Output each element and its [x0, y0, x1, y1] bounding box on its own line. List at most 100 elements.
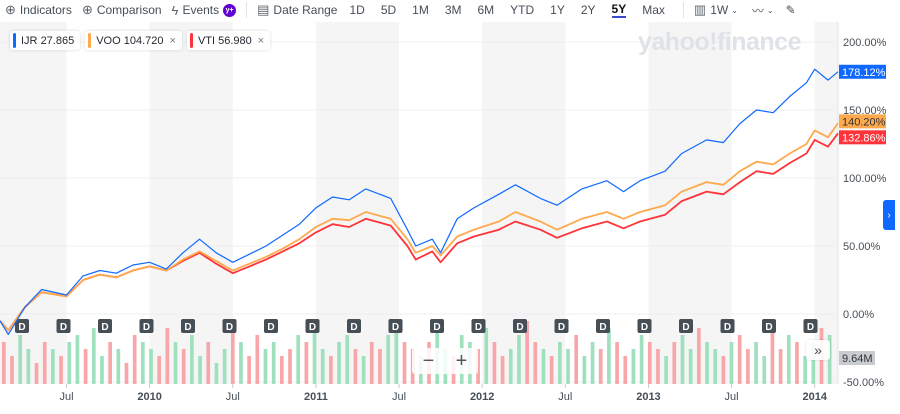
close-icon[interactable]: × — [257, 34, 265, 47]
dividend-marker[interactable]: D — [222, 319, 237, 333]
dividend-marker[interactable]: D — [679, 319, 693, 333]
svg-text:D: D — [18, 322, 25, 333]
comparison-button[interactable]: ⊕ Comparison — [81, 2, 162, 17]
draw-tool-button[interactable]: ✎ — [786, 3, 796, 17]
volume-bar — [770, 328, 775, 384]
volume-bar — [607, 328, 611, 384]
volume-bar — [190, 335, 194, 384]
range-1d[interactable]: 1D — [349, 3, 365, 17]
chart-type-dropdown[interactable]: 〰 ⌄ — [752, 2, 774, 19]
range-5d[interactable]: 5D — [380, 3, 397, 17]
range-6m[interactable]: 6M — [477, 3, 495, 17]
volume-bar — [827, 335, 832, 384]
volume-bar — [149, 349, 153, 384]
volume-bar — [181, 349, 186, 384]
svg-text:D: D — [724, 322, 731, 333]
volume-bar — [492, 342, 497, 384]
legend-chip-vti[interactable]: VTI 56.980 × — [186, 31, 271, 50]
range-max[interactable]: Max — [642, 3, 665, 17]
volume-bar — [795, 342, 799, 384]
indicators-button[interactable]: ⊕ Indicators — [5, 2, 72, 17]
scroll-to-latest-button[interactable]: » — [806, 340, 830, 360]
volume-bar — [647, 342, 652, 384]
volume-bar — [337, 342, 341, 384]
expand-panel-button[interactable]: › — [883, 200, 895, 230]
y-tick-label: -50.00% — [843, 377, 884, 389]
chevron-down-icon: ⌄ — [766, 5, 774, 15]
x-tick-label: 2010 — [137, 391, 161, 403]
volume-bar — [688, 349, 693, 384]
dividend-marker[interactable]: D — [56, 319, 71, 333]
legend-chip-voo[interactable]: VOO 104.720 × — [85, 31, 182, 50]
volume-bar — [353, 349, 358, 384]
date-range-button[interactable]: ▤ Date Range — [257, 2, 338, 17]
range-2y[interactable]: 2Y — [580, 3, 596, 17]
volume-bar — [296, 335, 301, 384]
events-badge: y+ — [223, 3, 237, 17]
volume-bar — [533, 342, 538, 384]
dividend-marker[interactable]: D — [98, 319, 112, 333]
volume-bar — [631, 349, 636, 384]
close-icon[interactable]: × — [169, 34, 176, 47]
dividend-marker[interactable]: D — [305, 319, 320, 333]
x-tick-label: Jul — [59, 391, 73, 403]
volume-bar — [214, 363, 219, 384]
x-tick-label: Jul — [226, 391, 240, 403]
volume-bar — [615, 342, 619, 384]
volume-bar — [329, 356, 333, 384]
dividend-marker[interactable]: D — [637, 319, 652, 333]
dividend-marker[interactable]: D — [15, 319, 29, 333]
y-tick-label: 100.00% — [843, 173, 887, 185]
volume-bar — [239, 342, 243, 384]
comparison-legend: IJR 27.865 VOO 104.720 × VTI 56.980 × — [10, 31, 271, 50]
calendar-icon: ▤ — [257, 2, 270, 17]
volume-bar — [320, 349, 325, 384]
volume-bar — [680, 335, 685, 384]
divider — [682, 2, 684, 18]
svg-text:D: D — [765, 322, 772, 333]
dividend-marker[interactable]: D — [430, 319, 444, 333]
volume-bar — [18, 335, 23, 384]
events-button[interactable]: ϟ Events y+ — [172, 3, 237, 18]
dividend-marker[interactable]: D — [720, 319, 735, 333]
volume-bar — [394, 321, 399, 384]
dividend-marker[interactable]: D — [596, 319, 610, 333]
volume-bar — [361, 356, 366, 384]
volume-bar — [517, 335, 521, 384]
dividend-marker[interactable]: D — [139, 319, 154, 333]
dividend-marker[interactable]: D — [264, 319, 278, 333]
lightning-icon: ϟ — [171, 2, 179, 18]
legend-price: 104.720 — [123, 34, 164, 47]
volume-bar — [222, 349, 227, 384]
range-1y[interactable]: 1Y — [550, 3, 565, 17]
dividend-marker[interactable]: D — [471, 319, 486, 333]
period-band — [0, 22, 67, 384]
x-tick-label: 2014 — [802, 391, 827, 403]
volume-bar — [705, 342, 709, 384]
range-3m[interactable]: 3M — [444, 3, 462, 17]
dividend-marker[interactable]: D — [803, 319, 818, 333]
interval-dropdown[interactable]: ▥ 1W ⌄ — [693, 2, 738, 17]
volume-bar — [623, 356, 628, 384]
dividend-marker[interactable]: D — [181, 319, 195, 333]
volume-bar — [67, 342, 72, 384]
dividend-marker[interactable]: D — [388, 319, 403, 333]
legend-chip-ijr[interactable]: IJR 27.865 — [10, 31, 81, 50]
chevron-right-icon: › — [887, 209, 891, 221]
svg-text:D: D — [475, 322, 482, 333]
range-1m[interactable]: 1M — [412, 3, 429, 17]
double-chevron-right-icon: » — [814, 342, 822, 358]
range-buttons: 1D 5D 1M 3M 6M YTD 1Y 2Y 5Y Max — [341, 2, 672, 18]
zoom-in-button[interactable]: + — [455, 349, 468, 372]
line-chart-icon: 〰 — [751, 3, 764, 18]
volume-bar — [484, 328, 489, 384]
dividend-marker[interactable]: D — [554, 319, 569, 333]
dividend-marker[interactable]: D — [347, 319, 361, 333]
legend-symbol: VOO — [96, 34, 121, 47]
dividend-marker[interactable]: D — [513, 319, 527, 333]
range-5y[interactable]: 5Y — [611, 2, 627, 18]
zoom-out-button[interactable]: − — [422, 349, 435, 372]
range-ytd[interactable]: YTD — [510, 3, 535, 17]
dividend-marker[interactable]: D — [762, 319, 776, 333]
